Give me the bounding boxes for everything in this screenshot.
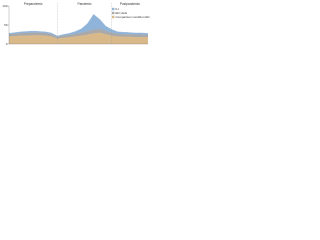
y-tick-label: 0 bbox=[6, 42, 8, 46]
area-edge bbox=[8, 14, 149, 37]
period-label: Prepandemic bbox=[24, 2, 43, 6]
legend-label: Comparison condition ED visits bbox=[116, 15, 151, 19]
period-label: Pandemic bbox=[77, 2, 92, 6]
area-fill bbox=[9, 14, 148, 37]
period-label: Postpandemic bbox=[120, 2, 141, 6]
area-fill bbox=[9, 32, 148, 44]
chart: 0 50 100 Prepandemic Pandemic PostpandemicILI… bbox=[2, 2, 151, 46]
y-tick-label: 100 bbox=[2, 4, 7, 8]
legend-label: ILI bbox=[116, 7, 120, 11]
y-tick-label: 50 bbox=[4, 23, 8, 27]
area-fill bbox=[9, 28, 148, 39]
legend-swatch bbox=[112, 7, 115, 11]
legend-label: ED visits bbox=[116, 11, 128, 15]
legend-swatch bbox=[112, 11, 115, 15]
legend-swatch bbox=[112, 15, 115, 19]
